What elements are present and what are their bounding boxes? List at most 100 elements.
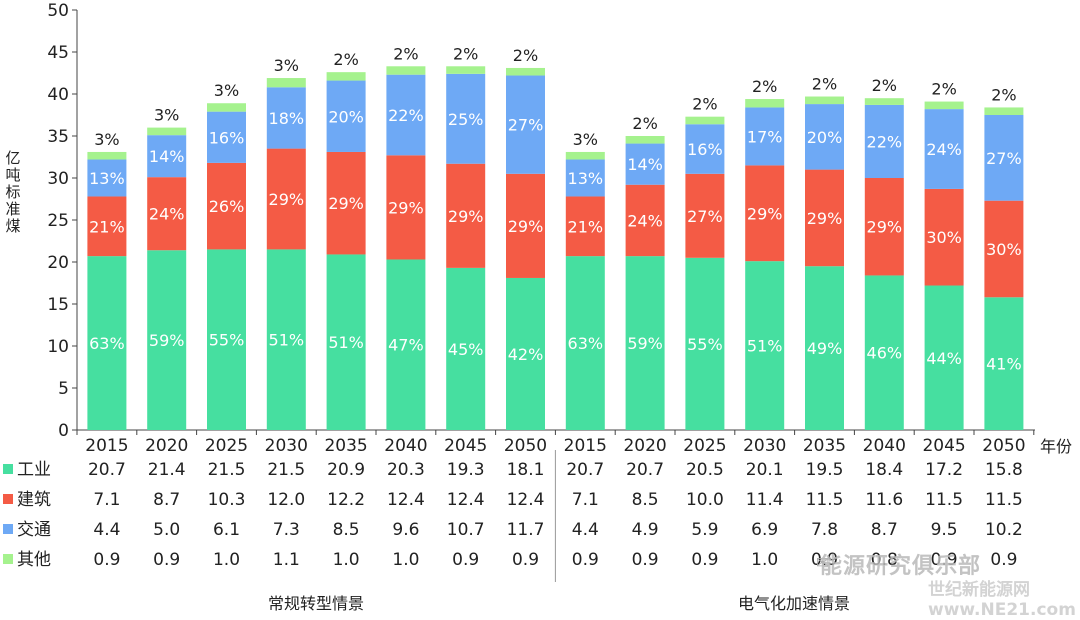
table-cell: 7.1 <box>93 490 120 510</box>
x-tick-label: 2040 <box>863 436 906 456</box>
table-cell: 11.6 <box>865 490 903 510</box>
y-axis-title: 亿吨标准煤 <box>5 149 21 235</box>
table-cell: 10.3 <box>208 490 246 510</box>
scenario-label-electrification: 电气化加速情景 <box>738 594 851 613</box>
bar-pct-label: 16% <box>687 140 723 159</box>
bar-pct-label: 3% <box>274 56 299 75</box>
bar-transport <box>924 109 964 189</box>
table-cell: 4.9 <box>632 520 659 540</box>
table-cell: 7.3 <box>273 520 300 540</box>
bar-transport <box>565 159 605 197</box>
bar-building <box>984 200 1024 298</box>
bar-pct-label: 17% <box>747 127 783 146</box>
table-cell: 7.8 <box>811 520 838 540</box>
legend-swatch <box>3 464 13 474</box>
bar-building <box>326 151 366 255</box>
bar-industry <box>625 256 665 430</box>
table-cell: 21.4 <box>148 460 186 480</box>
table-cell: 1.0 <box>213 550 240 570</box>
bar-industry <box>87 256 127 430</box>
table-cell: 8.5 <box>333 520 360 540</box>
legend-label: 建筑 <box>17 490 51 510</box>
bar-pct-label: 29% <box>328 194 364 213</box>
bar-transport <box>147 135 187 178</box>
table-cell: 1.0 <box>333 550 360 570</box>
table-cell: 1.1 <box>273 550 300 570</box>
table-cell: 0.9 <box>632 550 659 570</box>
table-cell: 4.4 <box>572 520 599 540</box>
table-cell: 10.2 <box>985 520 1023 540</box>
bar-pct-label: 24% <box>926 140 962 159</box>
bar-pct-label: 29% <box>867 218 903 237</box>
bar-pct-label: 27% <box>508 116 544 135</box>
bar-industry <box>266 249 306 430</box>
bar-pct-label: 2% <box>872 76 897 95</box>
table-cell: 20.7 <box>626 460 664 480</box>
table-cell: 1.0 <box>751 550 778 570</box>
bar-pct-label: 27% <box>687 207 723 226</box>
bar-industry <box>924 285 964 430</box>
table-cell: 20.1 <box>746 460 784 480</box>
table-cell: 0.8 <box>871 550 898 570</box>
table-cell: 8.7 <box>871 520 898 540</box>
bar-transport <box>326 80 366 152</box>
x-tick-label: 2015 <box>85 436 128 456</box>
table-cell: 12.4 <box>387 490 425 510</box>
bar-building <box>924 188 964 286</box>
table-cell: 17.2 <box>925 460 963 480</box>
bar-industry <box>745 261 785 430</box>
bar-building <box>805 169 844 267</box>
table-cell: 11.5 <box>925 490 963 510</box>
table-cell: 6.1 <box>213 520 240 540</box>
bar-pct-label: 29% <box>388 198 424 217</box>
watermark-site: 世纪新能源网 www.NE21.com <box>928 580 1076 620</box>
bar-building <box>446 163 486 268</box>
bar-pct-label: 18% <box>269 109 305 128</box>
x-tick-label: 2025 <box>683 436 726 456</box>
bar-transport <box>506 75 545 174</box>
bar-other <box>625 136 665 144</box>
bar-transport <box>386 74 426 156</box>
table-cell: 9.6 <box>392 520 419 540</box>
x-tick-label: 2030 <box>265 436 308 456</box>
x-tick-label: 2045 <box>922 436 965 456</box>
table-cell: 1.0 <box>392 550 419 570</box>
table-cell: 12.4 <box>447 490 485 510</box>
bar-other <box>805 96 844 105</box>
bar-pct-label: 41% <box>986 355 1022 374</box>
bar-transport <box>625 143 665 185</box>
table-cell: 10.7 <box>447 520 485 540</box>
table-cell: 18.4 <box>865 460 903 480</box>
bar-pct-label: 2% <box>991 85 1016 104</box>
bar-pct-label: 2% <box>453 44 478 63</box>
legend-label: 交通 <box>17 520 51 540</box>
table-cell: 0.9 <box>512 550 539 570</box>
bar-building <box>266 148 306 250</box>
bar-pct-label: 20% <box>807 128 843 147</box>
bar-pct-label: 2% <box>513 46 538 65</box>
bar-pct-label: 59% <box>627 334 663 353</box>
bar-transport <box>984 115 1024 201</box>
bar-pct-label: 13% <box>568 169 604 188</box>
x-tick-label: 2035 <box>324 436 367 456</box>
legend-swatch <box>3 554 13 564</box>
table-cell: 10.0 <box>686 490 724 510</box>
table-cell: 9.5 <box>931 520 958 540</box>
bar-pct-label: 3% <box>214 81 239 100</box>
y-tick-label: 50 <box>47 1 69 21</box>
bar-building <box>87 196 127 257</box>
bar-pct-label: 2% <box>632 114 657 133</box>
scenario-label-conventional: 常规转型情景 <box>268 594 365 613</box>
bar-other <box>685 116 725 125</box>
table-cell: 4.4 <box>93 520 120 540</box>
bar-pct-label: 22% <box>867 132 903 151</box>
bar-industry <box>506 277 545 430</box>
bar-building <box>625 184 665 257</box>
bar-industry <box>207 249 246 430</box>
bar-pct-label: 2% <box>692 95 717 114</box>
x-tick-label: 2045 <box>444 436 487 456</box>
bar-other <box>984 107 1024 115</box>
bar-other <box>565 151 605 160</box>
bar-industry <box>685 257 725 430</box>
bar-pct-label: 30% <box>986 240 1022 259</box>
